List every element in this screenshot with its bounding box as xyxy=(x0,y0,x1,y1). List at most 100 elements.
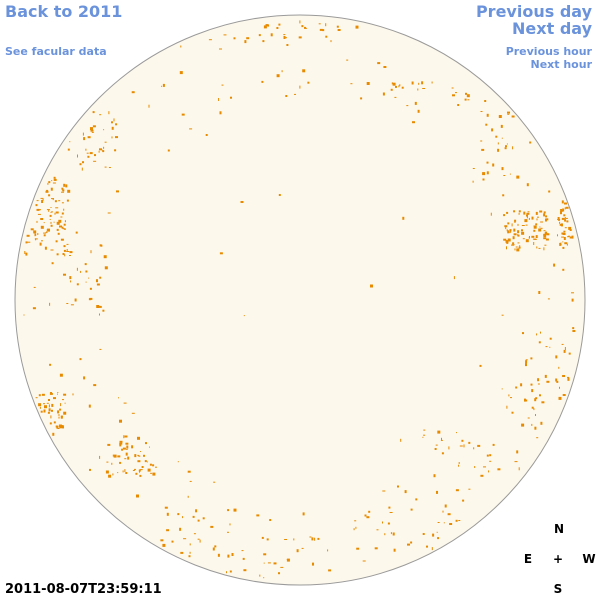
facula xyxy=(62,189,65,192)
facula xyxy=(472,168,475,169)
facula xyxy=(520,383,523,387)
facula xyxy=(485,123,488,126)
facula xyxy=(62,399,64,401)
facula xyxy=(545,215,548,218)
facula xyxy=(382,490,386,492)
previous-hour-link[interactable]: Previous hour xyxy=(505,45,592,58)
facula xyxy=(263,553,267,556)
facula xyxy=(103,146,105,149)
facula xyxy=(44,405,47,409)
facula xyxy=(179,527,182,531)
facula xyxy=(99,276,102,279)
facula xyxy=(104,266,108,270)
facula xyxy=(328,569,332,572)
facula xyxy=(511,411,514,414)
facula xyxy=(269,519,272,521)
facula xyxy=(53,176,56,179)
facula xyxy=(531,406,534,409)
facula xyxy=(125,442,129,445)
facula xyxy=(125,472,128,474)
facula xyxy=(512,236,515,240)
facula xyxy=(43,232,47,234)
facula xyxy=(261,536,264,539)
facula xyxy=(278,572,280,575)
facula xyxy=(283,36,286,39)
facula xyxy=(36,220,38,223)
facula xyxy=(278,194,281,196)
facula xyxy=(447,513,451,516)
facula xyxy=(507,113,510,115)
facula xyxy=(92,111,95,114)
facula xyxy=(461,439,464,442)
facula xyxy=(141,466,144,468)
facula xyxy=(518,467,520,471)
facula xyxy=(370,284,373,288)
facula xyxy=(530,357,533,360)
faculae xyxy=(23,20,576,579)
facula xyxy=(161,85,163,87)
facula xyxy=(418,82,420,85)
facula xyxy=(562,246,565,249)
facula xyxy=(512,242,515,245)
facula xyxy=(337,29,341,31)
facula xyxy=(529,141,532,144)
facula xyxy=(56,253,59,256)
facula xyxy=(566,243,568,246)
facula xyxy=(64,254,66,257)
facula xyxy=(506,241,509,244)
facula xyxy=(57,428,60,429)
facula xyxy=(302,512,305,516)
facula xyxy=(105,470,109,474)
facula xyxy=(48,404,50,408)
facula xyxy=(530,383,533,386)
facula xyxy=(197,519,200,522)
facula xyxy=(569,229,572,231)
facula xyxy=(229,523,231,526)
next-hour-link[interactable]: Next hour xyxy=(530,58,593,71)
facula xyxy=(113,118,115,122)
facula xyxy=(498,115,502,118)
facula xyxy=(559,242,562,246)
facula xyxy=(523,211,526,215)
facula xyxy=(391,82,393,85)
facula xyxy=(489,454,492,457)
facula xyxy=(119,440,123,443)
compass-center: + xyxy=(552,552,564,566)
facula xyxy=(484,100,487,102)
previous-day-link[interactable]: Previous day xyxy=(475,2,592,21)
facula xyxy=(270,33,273,37)
facula xyxy=(56,228,59,231)
facula xyxy=(301,25,304,28)
facula xyxy=(61,187,64,190)
facula xyxy=(287,559,290,562)
facula xyxy=(426,545,428,548)
facula xyxy=(27,241,31,243)
next-day-link[interactable]: Next day xyxy=(512,19,592,38)
facula xyxy=(89,287,92,290)
facula xyxy=(536,437,539,439)
facula xyxy=(57,393,58,395)
facula xyxy=(422,533,425,535)
facula xyxy=(543,235,546,237)
facula xyxy=(384,533,386,536)
facula xyxy=(30,228,34,231)
facula xyxy=(63,228,66,230)
facula xyxy=(42,394,44,396)
back-link[interactable]: Back to 2011 xyxy=(5,2,123,21)
facula xyxy=(242,557,245,560)
facula xyxy=(449,523,453,525)
facula xyxy=(368,510,371,513)
facula xyxy=(537,216,539,218)
facula xyxy=(49,392,53,395)
facula xyxy=(189,551,191,554)
facular-link[interactable]: See facular data xyxy=(5,45,107,58)
facula xyxy=(53,221,55,223)
facula xyxy=(546,233,550,236)
facula xyxy=(330,40,332,43)
facula xyxy=(57,232,60,235)
facula xyxy=(60,425,64,428)
facula xyxy=(480,474,484,477)
facula xyxy=(58,200,61,202)
facula xyxy=(510,397,512,399)
